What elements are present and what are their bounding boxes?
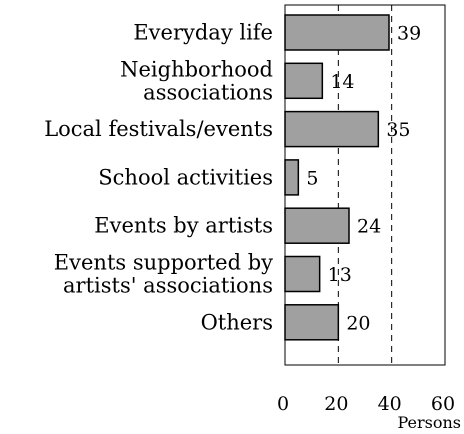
category-label-5: Events supported by artists' associations — [54, 251, 273, 298]
bar-2 — [284, 110, 380, 148]
category-labels: Everyday life Neighborhood associations Loc… — [44, 21, 273, 335]
bar-5 — [284, 255, 321, 293]
chart-bars — [284, 14, 390, 341]
x-axis-ticks: 0 20 40 60 — [277, 393, 455, 415]
x-tick-label-40: 40 — [378, 393, 402, 415]
bar-1 — [284, 62, 324, 100]
category-label-1: Neighborhood associations — [120, 57, 273, 104]
plot-frame — [284, 4, 446, 366]
value-label-5: 13 — [328, 264, 352, 286]
bar-0 — [284, 14, 390, 51]
category-label-3: School activities — [98, 165, 273, 189]
value-label-0: 39 — [397, 23, 421, 45]
value-label-6: 20 — [346, 312, 370, 334]
category-label-0: Everyday life — [133, 21, 273, 45]
chart-gridlines — [337, 5, 393, 365]
bar-4 — [284, 207, 350, 244]
x-tick-label-0: 0 — [277, 393, 289, 415]
value-label-4: 24 — [357, 216, 381, 238]
x-tick-label-20: 20 — [324, 393, 348, 415]
value-labels: 39 14 35 5 24 13 20 — [306, 23, 421, 335]
x-axis-label: Persons — [397, 413, 461, 432]
x-tick-label-60: 60 — [431, 393, 455, 415]
value-label-1: 14 — [330, 71, 354, 93]
value-label-2: 35 — [386, 119, 410, 141]
bar-6 — [284, 304, 340, 341]
plot-border — [284, 4, 446, 366]
category-label-4: Events by artists — [94, 214, 273, 238]
category-label-6: Others — [201, 310, 273, 334]
value-label-3: 5 — [306, 167, 318, 189]
category-label-2: Local festivals/events — [44, 117, 273, 141]
bar-3 — [284, 159, 300, 196]
